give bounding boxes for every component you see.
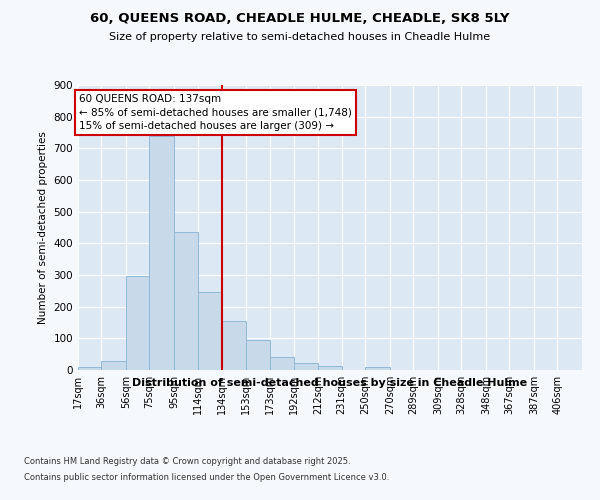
Bar [245, 340, 270, 370]
Bar [78, 368, 101, 370]
Text: Distribution of semi-detached houses by size in Cheadle Hulme: Distribution of semi-detached houses by … [133, 378, 527, 388]
Bar [174, 232, 197, 370]
Bar [318, 366, 342, 370]
Bar [293, 363, 318, 370]
Bar [197, 292, 222, 370]
Bar [101, 360, 126, 370]
Text: Contains HM Land Registry data © Crown copyright and database right 2025.: Contains HM Land Registry data © Crown c… [24, 458, 350, 466]
Bar [365, 367, 390, 370]
Bar [222, 321, 245, 370]
Text: Contains public sector information licensed under the Open Government Licence v3: Contains public sector information licen… [24, 472, 389, 482]
Bar [126, 276, 149, 370]
Bar [270, 358, 293, 370]
Text: 60, QUEENS ROAD, CHEADLE HULME, CHEADLE, SK8 5LY: 60, QUEENS ROAD, CHEADLE HULME, CHEADLE,… [90, 12, 510, 26]
Text: 60 QUEENS ROAD: 137sqm
← 85% of semi-detached houses are smaller (1,748)
15% of : 60 QUEENS ROAD: 137sqm ← 85% of semi-det… [79, 94, 352, 131]
Y-axis label: Number of semi-detached properties: Number of semi-detached properties [38, 131, 48, 324]
Bar [149, 136, 174, 370]
Text: Size of property relative to semi-detached houses in Cheadle Hulme: Size of property relative to semi-detach… [109, 32, 491, 42]
